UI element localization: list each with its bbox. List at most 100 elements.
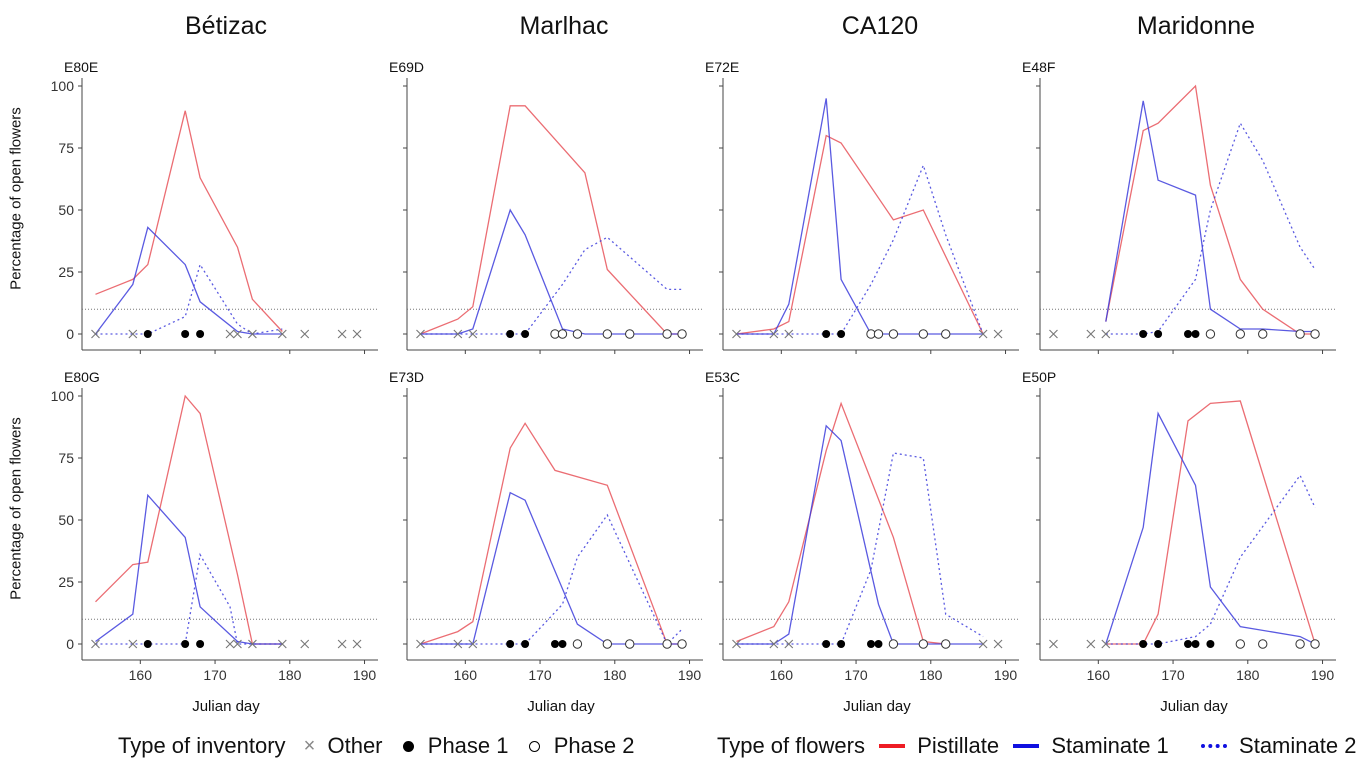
other-marker [993,639,1003,649]
x-tick-label: 190 [353,667,377,683]
other-marker [468,329,478,339]
phase2-marker [677,639,687,649]
column-title-ca120: CA120 [841,12,919,40]
x-tick-label: 180 [1236,667,1260,683]
panel-e80g: E80G 0 25 50 75 100 160 170 180 190 [51,369,378,683]
x-tick-label: 180 [278,667,302,683]
other-marker [128,639,138,649]
phase2-marker [662,329,672,339]
x-tick-label: 170 [528,667,552,683]
phase2-marker [1235,639,1246,649]
staminate2-line-icon [1200,744,1227,749]
staminate2-series-line [736,163,984,335]
pistillate-series-line [420,422,683,645]
y-tick-label: 0 [66,636,74,652]
other-marker [352,639,362,649]
y-tick-label: 50 [58,512,74,528]
panel-label: E48F [1022,59,1055,75]
x-tick-label: 170 [844,667,868,683]
legend-flowers: Type of flowers Pistillate Staminate 1 S… [717,732,1356,759]
other-marker [453,329,463,339]
legend-inventory-title: Type of inventory [118,733,286,759]
x-tick-label: 190 [678,667,702,683]
phase2-marker [662,639,672,649]
legend-item-phase1: Phase 1 [427,733,509,759]
column-title-maridonne: Maridonne [1136,12,1256,40]
staminate2-series-line [736,452,984,645]
phase2-marker [1205,329,1216,339]
panel-e72e: E72E [705,59,1019,354]
panel-e53c: E53C 160 170 180 190 [705,369,1019,683]
panel-label: E69D [389,59,424,75]
staminate1-series-line [420,491,683,645]
phase2-marker [572,639,583,649]
pistillate-series-line [736,401,946,645]
other-marker [337,329,347,339]
x-tick-label: 160 [129,667,153,683]
phase1-dot-icon [402,740,414,752]
phase1-marker [196,640,205,648]
phase1-marker [521,330,530,338]
phase1-marker [1139,640,1148,648]
phase2-marker [1295,329,1305,339]
x-axis-label-ca120: Julian day [843,698,911,715]
other-marker [91,639,100,649]
other-marker [248,639,257,649]
phase1-marker [867,640,875,648]
phase1-marker [181,640,190,648]
staminate1-series-line [736,98,984,335]
phase2-marker [625,639,635,649]
other-marker [300,639,310,649]
legend-flowers-title: Type of flowers [717,733,865,759]
other-marker [784,329,794,339]
phase2-marker [602,329,613,339]
phase1-marker [1184,330,1192,338]
x-axis-label-marlhac: Julian day [527,698,595,715]
x-tick-label: 160 [1087,667,1111,683]
panel-e48f: E48F [1022,59,1336,354]
panel-label: E50P [1022,369,1056,385]
phase2-marker [572,329,583,339]
staminate1-series-line [95,493,283,645]
phase2-marker [1310,329,1320,339]
panel-label: E53C [705,369,740,385]
phase1-marker [1184,640,1192,648]
phase1-marker [837,330,846,338]
other-marker [233,639,242,649]
other-marker [732,639,741,649]
other-marker [1086,639,1096,649]
y-tick-label: 25 [58,264,74,280]
other-marker [416,329,425,339]
panel-label: E73D [389,369,424,385]
panel-e73d: E73D 160 170 180 190 [389,369,703,683]
x-axis-label-maridonne: Julian day [1160,698,1228,715]
column-title-marlhac: Marlhac [519,12,609,40]
column-title-betizac: Bétizac [185,12,267,40]
x-tick-label: 170 [1161,667,1185,683]
other-marker [277,639,287,649]
phase2-marker [888,329,899,339]
y-tick-label: 100 [51,78,75,94]
staminate2-series-line [1105,474,1316,645]
phase2-marker [941,639,951,649]
pistillate-series-line [1105,400,1316,645]
other-marker [453,639,463,649]
phase2-marker [602,639,613,649]
legend-inventory: Type of inventory × Other Phase 1 Phase … [118,732,634,759]
other-cross-icon: × [303,734,316,757]
phase2-marker [677,329,687,339]
x-tick-label: 180 [603,667,627,683]
other-marker [1101,639,1111,649]
other-marker [978,329,988,339]
x-tick-label: 190 [1311,667,1335,683]
panel-e80e: E80E 0 25 50 75 100 [51,59,378,354]
other-marker [91,329,100,339]
x-tick-label: 160 [770,667,794,683]
other-marker [468,639,478,649]
phase2-marker [1258,639,1268,649]
x-tick-label: 180 [919,667,943,683]
other-marker [300,329,310,339]
phase2-marker [918,639,929,649]
x-tick-label: 190 [994,667,1018,683]
legend-item-pistillate: Pistillate [917,733,1000,759]
